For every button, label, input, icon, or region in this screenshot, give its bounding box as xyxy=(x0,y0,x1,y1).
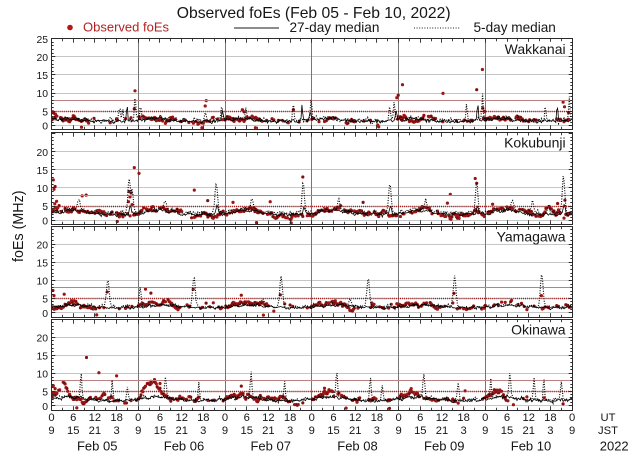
svg-text:15: 15 xyxy=(36,166,48,177)
svg-text:0: 0 xyxy=(42,121,48,132)
svg-text:9: 9 xyxy=(569,425,575,437)
svg-text:Yamagawa: Yamagawa xyxy=(497,229,566,245)
svg-text:15: 15 xyxy=(36,71,48,82)
svg-text:3: 3 xyxy=(200,425,206,437)
svg-text:18: 18 xyxy=(284,412,296,424)
svg-text:12: 12 xyxy=(262,412,274,424)
svg-text:6: 6 xyxy=(504,412,510,424)
svg-text:6: 6 xyxy=(157,412,163,424)
svg-text:9: 9 xyxy=(309,425,315,437)
svg-text:12: 12 xyxy=(175,412,187,424)
svg-text:6: 6 xyxy=(417,412,423,424)
svg-text:15: 15 xyxy=(327,425,339,437)
svg-text:9: 9 xyxy=(48,425,54,437)
svg-text:21: 21 xyxy=(436,425,448,437)
svg-text:20: 20 xyxy=(36,53,48,64)
svg-text:9: 9 xyxy=(222,425,228,437)
svg-text:12: 12 xyxy=(89,412,101,424)
svg-text:27-day median: 27-day median xyxy=(290,20,380,35)
svg-text:JST: JST xyxy=(598,425,618,437)
svg-text:20: 20 xyxy=(36,148,48,159)
svg-text:21: 21 xyxy=(262,425,274,437)
svg-text:Observed foEs (Feb 05 - Feb 10: Observed foEs (Feb 05 - Feb 10, 2022) xyxy=(177,5,451,22)
svg-text:3: 3 xyxy=(460,425,466,437)
svg-text:0: 0 xyxy=(42,309,48,320)
svg-text:foEs (MHz): foEs (MHz) xyxy=(11,190,27,262)
svg-text:9: 9 xyxy=(482,425,488,437)
svg-text:0: 0 xyxy=(482,412,488,424)
svg-text:0: 0 xyxy=(569,412,575,424)
svg-text:12: 12 xyxy=(522,412,534,424)
svg-text:Okinawa: Okinawa xyxy=(511,321,566,337)
svg-text:UT: UT xyxy=(601,412,616,424)
svg-text:Wakkanai: Wakkanai xyxy=(505,41,566,57)
svg-text:21: 21 xyxy=(89,425,101,437)
svg-text:25: 25 xyxy=(36,35,48,46)
svg-text:12: 12 xyxy=(349,412,361,424)
svg-text:Feb 08: Feb 08 xyxy=(337,439,377,454)
svg-text:5: 5 xyxy=(42,295,48,306)
svg-text:15: 15 xyxy=(36,259,48,270)
svg-text:10: 10 xyxy=(36,89,48,100)
svg-text:6: 6 xyxy=(70,412,76,424)
svg-text:5-day median: 5-day median xyxy=(474,20,556,35)
svg-text:Feb 07: Feb 07 xyxy=(250,439,290,454)
svg-text:15: 15 xyxy=(154,425,166,437)
svg-text:18: 18 xyxy=(457,412,469,424)
svg-text:21: 21 xyxy=(522,425,534,437)
svg-text:18: 18 xyxy=(110,412,122,424)
svg-text:2022: 2022 xyxy=(600,439,629,454)
svg-text:0: 0 xyxy=(309,412,315,424)
svg-text:20: 20 xyxy=(36,333,48,344)
svg-text:0: 0 xyxy=(42,216,48,227)
svg-text:Feb 09: Feb 09 xyxy=(424,439,464,454)
svg-text:Observed foEs: Observed foEs xyxy=(83,20,169,35)
svg-text:18: 18 xyxy=(371,412,383,424)
svg-text:0: 0 xyxy=(42,402,48,413)
svg-text:18: 18 xyxy=(197,412,209,424)
svg-text:15: 15 xyxy=(501,425,513,437)
svg-text:12: 12 xyxy=(436,412,448,424)
svg-text:Feb 10: Feb 10 xyxy=(511,439,551,454)
svg-text:0: 0 xyxy=(135,412,141,424)
svg-text:15: 15 xyxy=(67,425,79,437)
svg-text:3: 3 xyxy=(374,425,380,437)
svg-text:9: 9 xyxy=(395,425,401,437)
svg-text:0: 0 xyxy=(395,412,401,424)
svg-text:18: 18 xyxy=(544,412,556,424)
svg-text:3: 3 xyxy=(547,425,553,437)
svg-text:Kokubunji: Kokubunji xyxy=(504,135,566,151)
svg-text:15: 15 xyxy=(240,425,252,437)
svg-text:15: 15 xyxy=(36,352,48,363)
svg-text:21: 21 xyxy=(349,425,361,437)
svg-text:21: 21 xyxy=(175,425,187,437)
svg-text:10: 10 xyxy=(36,370,48,381)
svg-text:0: 0 xyxy=(222,412,228,424)
svg-text:20: 20 xyxy=(36,240,48,251)
svg-text:6: 6 xyxy=(330,412,336,424)
svg-text:10: 10 xyxy=(36,184,48,195)
svg-text:5: 5 xyxy=(42,388,48,399)
svg-text:0: 0 xyxy=(48,412,54,424)
svg-text:3: 3 xyxy=(287,425,293,437)
svg-text:10: 10 xyxy=(36,277,48,288)
svg-text:15: 15 xyxy=(414,425,426,437)
svg-text:3: 3 xyxy=(113,425,119,437)
svg-text:Feb 06: Feb 06 xyxy=(164,439,204,454)
svg-text:Feb 05: Feb 05 xyxy=(77,439,117,454)
svg-text:9: 9 xyxy=(135,425,141,437)
svg-text:5: 5 xyxy=(42,107,48,118)
svg-text:5: 5 xyxy=(42,202,48,213)
svg-text:6: 6 xyxy=(244,412,250,424)
